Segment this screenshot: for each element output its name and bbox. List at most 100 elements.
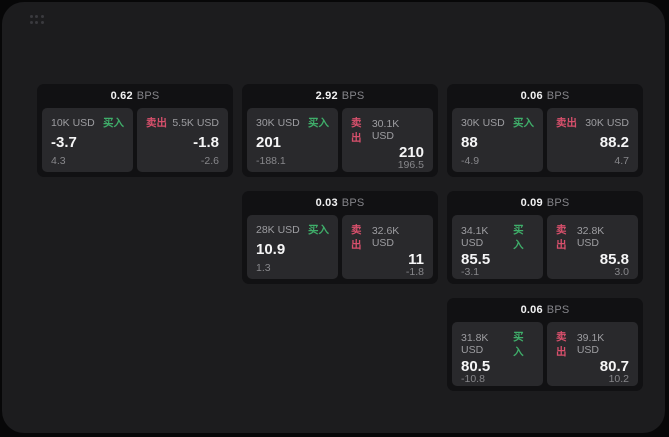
quote-card-body: 30K USD 买入 88 -4.9 卖出 30K USD 88.2 4.7: [452, 108, 638, 172]
quote-cards-grid: 0.62 BPS 10K USD 买入 -3.7 4.3 卖出 5.5K USD…: [37, 84, 643, 391]
sell-pane-header: 卖出 32.8K USD: [556, 222, 629, 252]
sell-pane-header: 卖出 5.5K USD: [146, 115, 219, 130]
buy-pane-header: 31.8K USD 买入: [461, 329, 534, 359]
sell-pane[interactable]: 卖出 39.1K USD 80.7 10.2: [547, 322, 638, 386]
buy-price: 80.5: [461, 358, 491, 375]
buy-delta: -3.1: [461, 266, 480, 278]
quote-card: 0.06 BPS 30K USD 买入 88 -4.9 卖出 30K USD 8…: [447, 84, 643, 177]
sell-pane[interactable]: 卖出 5.5K USD -1.8 -2.6: [137, 108, 228, 172]
bps-value: 0.62: [110, 90, 133, 102]
buy-size: 10K USD: [51, 116, 95, 129]
buy-size: 30K USD: [256, 116, 300, 129]
quote-card-body: 34.1K USD 买入 85.5 -3.1 卖出 32.8K USD 85.8…: [452, 215, 638, 279]
bps-unit-label: BPS: [341, 197, 365, 209]
bps-header: 2.92 BPS: [247, 84, 433, 108]
sell-size: 30K USD: [585, 116, 629, 129]
bps-unit-label: BPS: [136, 90, 160, 102]
buy-price: 85.5: [461, 251, 491, 268]
sell-size: 32.8K USD: [576, 225, 605, 249]
buy-size: 31.8K USD: [461, 332, 489, 356]
sell-size: 30.1K USD: [371, 118, 400, 142]
bps-header: 0.06 BPS: [452, 84, 638, 108]
buy-size: 34.1K USD: [461, 225, 489, 249]
bps-value: 0.09: [520, 197, 543, 209]
quote-card-body: 31.8K USD 买入 80.5 -10.8 卖出 39.1K USD 80.…: [452, 322, 638, 386]
sell-side-label: 卖出: [351, 224, 362, 251]
buy-side-label: 买入: [308, 117, 329, 129]
sell-price: 80.7: [599, 358, 629, 375]
buy-pane-header: 34.1K USD 买入: [461, 222, 534, 252]
sell-side-label: 卖出: [556, 224, 567, 251]
quote-card: 0.03 BPS 28K USD 买入 10.9 1.3 卖出 32.6K US…: [242, 191, 438, 284]
sell-delta: -1.8: [405, 266, 424, 278]
quote-card-body: 30K USD 买入 201 -188.1 卖出 30.1K USD 210 1…: [247, 108, 433, 172]
quote-card-body: 10K USD 买入 -3.7 4.3 卖出 5.5K USD -1.8 -2.…: [42, 108, 228, 172]
bps-header: 0.09 BPS: [452, 191, 638, 215]
buy-side-label: 买入: [308, 224, 329, 236]
sell-pane[interactable]: 卖出 30K USD 88.2 4.7: [547, 108, 638, 172]
sell-pane[interactable]: 卖出 32.6K USD 11 -1.8: [342, 215, 433, 279]
sell-price: -1.8: [193, 134, 219, 152]
sell-delta: 3.0: [614, 266, 629, 278]
buy-pane-header: 30K USD 买入: [256, 115, 329, 130]
quote-card: 0.06 BPS 31.8K USD 买入 80.5 -10.8 卖出 39.1…: [447, 298, 643, 391]
sell-size: 5.5K USD: [172, 116, 219, 129]
bps-unit-label: BPS: [341, 90, 365, 102]
sell-price: 11: [408, 251, 424, 268]
buy-side-label: 买入: [513, 331, 524, 358]
bps-value: 0.03: [315, 197, 338, 209]
sell-pane[interactable]: 卖出 32.8K USD 85.8 3.0: [547, 215, 638, 279]
buy-delta: -188.1: [256, 154, 286, 167]
sell-side-label: 卖出: [146, 117, 167, 129]
bps-unit-label: BPS: [546, 197, 570, 209]
sell-price: 210: [398, 144, 424, 161]
bps-value: 2.92: [315, 90, 338, 102]
sell-size: 39.1K USD: [576, 332, 605, 356]
buy-side-label: 买入: [513, 224, 524, 251]
buy-pane[interactable]: 30K USD 买入 201 -188.1: [247, 108, 338, 172]
buy-price: -3.7: [51, 134, 77, 152]
main-panel: 0.62 BPS 10K USD 买入 -3.7 4.3 卖出 5.5K USD…: [2, 2, 665, 433]
quote-card-body: 28K USD 买入 10.9 1.3 卖出 32.6K USD 11 -1.8: [247, 215, 433, 279]
buy-delta: -10.8: [461, 373, 485, 385]
buy-pane[interactable]: 28K USD 买入 10.9 1.3: [247, 215, 338, 279]
bps-unit-label: BPS: [546, 304, 570, 316]
quote-card: 0.09 BPS 34.1K USD 买入 85.5 -3.1 卖出 32.8K…: [447, 191, 643, 284]
sell-pane-header: 卖出 30.1K USD: [351, 115, 424, 145]
grid-menu-icon[interactable]: [29, 13, 45, 25]
buy-pane[interactable]: 30K USD 买入 88 -4.9: [452, 108, 543, 172]
buy-side-label: 买入: [513, 117, 534, 129]
sell-delta: -2.6: [200, 154, 219, 167]
sell-size: 32.6K USD: [371, 225, 400, 249]
bps-value: 0.06: [520, 90, 543, 102]
bps-header: 0.03 BPS: [247, 191, 433, 215]
sell-pane[interactable]: 卖出 30.1K USD 210 196.5: [342, 108, 433, 172]
buy-size: 30K USD: [461, 116, 505, 129]
buy-delta: 4.3: [51, 154, 66, 167]
sell-delta: 196.5: [397, 159, 424, 171]
buy-pane[interactable]: 10K USD 买入 -3.7 4.3: [42, 108, 133, 172]
sell-side-label: 卖出: [556, 331, 567, 358]
sell-side-label: 卖出: [556, 117, 577, 129]
sell-price: 88.2: [599, 134, 629, 152]
bps-value: 0.06: [520, 304, 543, 316]
buy-pane-header: 10K USD 买入: [51, 115, 124, 130]
buy-pane-header: 28K USD 买入: [256, 222, 329, 237]
buy-size: 28K USD: [256, 223, 300, 236]
sell-pane-header: 卖出 30K USD: [556, 115, 629, 130]
bps-header: 0.06 BPS: [452, 298, 638, 322]
buy-pane[interactable]: 34.1K USD 买入 85.5 -3.1: [452, 215, 543, 279]
sell-delta: 4.7: [614, 154, 629, 167]
buy-price: 201: [256, 134, 282, 152]
bps-unit-label: BPS: [546, 90, 570, 102]
quote-card: 0.62 BPS 10K USD 买入 -3.7 4.3 卖出 5.5K USD…: [37, 84, 233, 177]
sell-side-label: 卖出: [351, 117, 362, 144]
buy-pane[interactable]: 31.8K USD 买入 80.5 -10.8: [452, 322, 543, 386]
buy-delta: -4.9: [461, 154, 480, 167]
sell-pane-header: 卖出 39.1K USD: [556, 329, 629, 359]
buy-price: 88: [461, 134, 478, 152]
quote-card: 2.92 BPS 30K USD 买入 201 -188.1 卖出 30.1K …: [242, 84, 438, 177]
buy-delta: 1.3: [256, 261, 271, 274]
sell-pane-header: 卖出 32.6K USD: [351, 222, 424, 252]
buy-side-label: 买入: [103, 117, 124, 129]
